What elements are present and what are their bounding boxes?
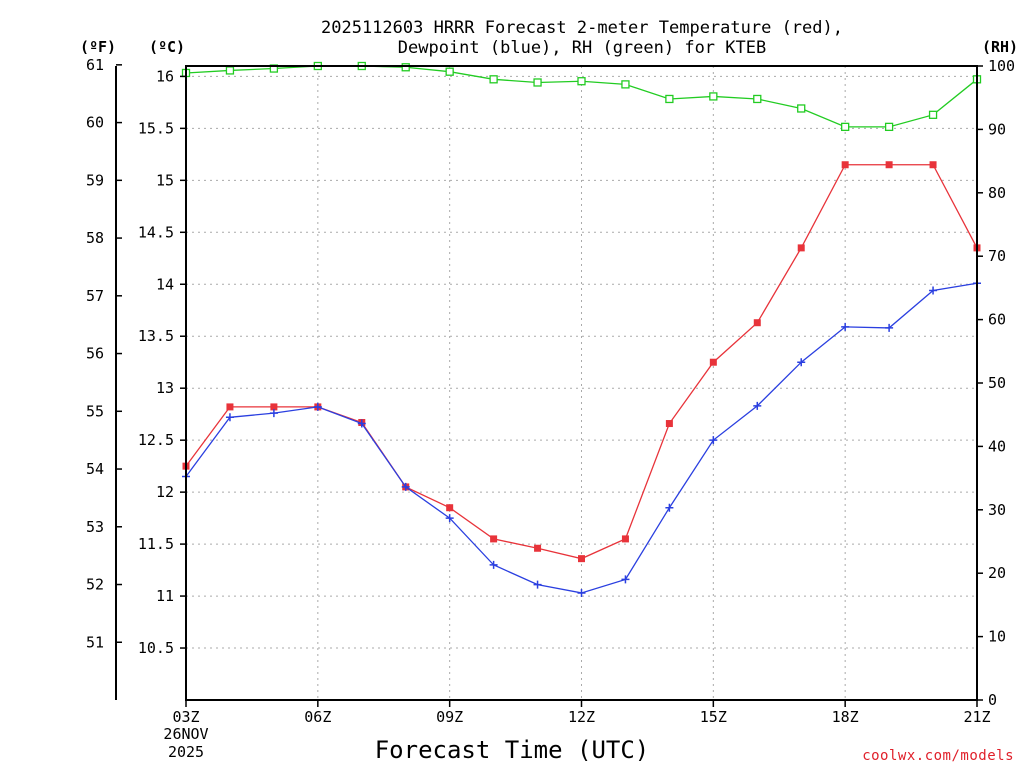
dewpoint-point (577, 588, 586, 597)
x-tick-label: 21Z (963, 708, 990, 726)
rh-point (753, 94, 762, 104)
temperature-point (578, 555, 585, 563)
temperature-point (490, 535, 498, 543)
fahrenheit-tick-label: 53 (86, 518, 104, 536)
dewpoint-point (709, 436, 718, 445)
rh-point (665, 94, 674, 104)
chart-title-line2: Dewpoint (blue), RH (green) for KTEB (398, 38, 766, 58)
dewpoint-point (885, 323, 894, 332)
rh-tick-label: 70 (988, 247, 1006, 265)
date-label-day: 26NOV (163, 725, 208, 743)
celsius-tick-label: 12.5 (138, 431, 174, 449)
rh-point (577, 77, 586, 86)
celsius-tick-label: 15 (156, 171, 174, 189)
fahrenheit-tick-label: 59 (86, 171, 104, 189)
dewpoint-point (665, 503, 674, 512)
temperature-point (929, 161, 937, 169)
x-tick-label: 18Z (832, 708, 859, 726)
celsius-tick-label: 14 (156, 275, 174, 293)
x-tick-label: 15Z (700, 708, 727, 726)
dewpoint-point (841, 322, 850, 331)
date-label-year: 2025 (168, 743, 204, 761)
fahrenheit-tick-label: 60 (86, 114, 104, 132)
dewpoint-point (313, 402, 322, 411)
fahrenheit-tick-label: 57 (86, 287, 104, 305)
fahrenheit-tick-label: 54 (86, 460, 104, 478)
rh-point (533, 78, 542, 87)
rh-point (489, 75, 498, 84)
celsius-tick-label: 13.5 (138, 327, 174, 345)
rh-tick-label: 100 (988, 57, 1015, 75)
temperature-point (709, 358, 717, 366)
rh-point (621, 80, 630, 89)
temperature-point (665, 420, 673, 428)
rh-point (709, 92, 718, 101)
rh-tick-label: 30 (988, 501, 1006, 519)
grid-layer (186, 66, 977, 700)
dewpoint-point (445, 514, 454, 523)
rh-tick-label: 90 (988, 120, 1006, 138)
rh-point (401, 63, 410, 72)
dewpoint-point (225, 413, 234, 422)
dewpoint-point (489, 560, 498, 569)
temperature-point (797, 244, 805, 252)
temperature-point (270, 403, 278, 411)
rh-point (225, 66, 235, 75)
rh-tick-label: 0 (988, 691, 997, 709)
fahrenheit-unit-label: (ºF) (80, 38, 116, 56)
fahrenheit-tick-label: 51 (86, 633, 104, 651)
x-tick-label: 09Z (436, 708, 463, 726)
plot-frame (185, 65, 978, 701)
celsius-unit-label: (ºC) (149, 38, 185, 56)
rh-tick-label: 80 (988, 184, 1006, 202)
rh-tick-label: 10 (988, 628, 1006, 646)
celsius-tick-label: 13 (156, 379, 174, 397)
rh-point (445, 67, 454, 76)
celsius-tick-label: 11.5 (138, 535, 174, 553)
x-tick-label: 12Z (568, 708, 595, 726)
celsius-tick-label: 10.5 (138, 639, 174, 657)
dewpoint-point (753, 401, 762, 410)
rh-point (928, 110, 938, 119)
celsius-tick-label: 14.5 (138, 223, 174, 241)
rh-tick-label: 40 (988, 437, 1006, 455)
fahrenheit-tick-label: 56 (86, 345, 104, 363)
rh-tick-label: 20 (988, 564, 1006, 582)
temperature-point (534, 544, 542, 552)
dewpoint-point (929, 286, 938, 295)
celsius-tick-label: 16 (156, 67, 174, 85)
chart-title-line1: 2025112603 HRRR Forecast 2-meter Tempera… (321, 18, 843, 38)
rh-point (884, 122, 894, 132)
celsius-tick-label: 11 (156, 587, 174, 605)
temperature-point (621, 535, 629, 543)
rh-point (841, 122, 850, 132)
temperature-point (226, 403, 234, 411)
rh-unit-label: (RH) (982, 38, 1018, 56)
rh-tick-label: 60 (988, 311, 1006, 329)
dewpoint-point (533, 580, 542, 589)
celsius-tick-label: 15.5 (138, 119, 174, 137)
dewpoint-point (797, 358, 806, 367)
credit-label: coolwx.com/models (862, 748, 1014, 764)
dewpoint-point (357, 419, 366, 428)
dewpoint-point (269, 409, 278, 418)
x-tick-label: 06Z (304, 708, 331, 726)
rh-tick-label: 50 (988, 374, 1006, 392)
temperature-point (753, 319, 761, 327)
fahrenheit-tick-label: 61 (86, 56, 104, 74)
fahrenheit-tick-label: 55 (86, 402, 104, 420)
x-axis-label: Forecast Time (UTC) (375, 736, 650, 764)
dewpoint-point (621, 575, 630, 584)
fahrenheit-tick-label: 52 (86, 576, 104, 594)
temperature-point (446, 504, 454, 512)
celsius-tick-label: 12 (156, 483, 174, 501)
x-tick-label: 03Z (172, 708, 199, 726)
temperature-point (841, 161, 849, 169)
rh-point (797, 104, 806, 113)
temperature-point (885, 161, 893, 169)
dewpoint-point (401, 482, 410, 491)
fahrenheit-tick-label: 58 (86, 229, 104, 247)
tick-layer: 03Z 06Z 09Z 12Z 15Z 18Z 21Z 10.5 11 11.5 12 12.5 13 1… (86, 56, 1015, 726)
